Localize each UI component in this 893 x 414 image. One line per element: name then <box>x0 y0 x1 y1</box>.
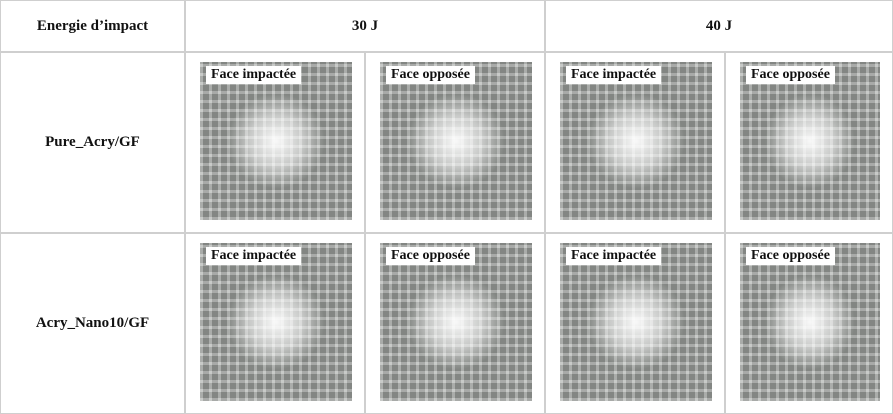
header-cell: 30 J <box>185 0 545 52</box>
header-cell: Energie d’impact <box>0 0 185 52</box>
image-cell: Face impactée <box>545 233 725 414</box>
photo-label: Face opposée <box>746 66 835 84</box>
photo-label: Face impactée <box>566 247 662 265</box>
photo-label: Face impactée <box>566 66 662 84</box>
photo-label: Face opposée <box>746 247 835 265</box>
photo: Face impactée <box>200 62 352 220</box>
photo: Face opposée <box>740 62 880 220</box>
photo: Face opposée <box>380 62 532 220</box>
photo: Face opposée <box>740 243 880 401</box>
image-cell: Face impactée <box>545 52 725 233</box>
image-cell: Face opposée <box>365 52 545 233</box>
image-cell: Face impactée <box>185 52 365 233</box>
header-cell: 40 J <box>545 0 893 52</box>
photo-label: Face impactée <box>206 247 302 265</box>
photo-label: Face opposée <box>386 247 475 265</box>
image-cell: Face opposée <box>365 233 545 414</box>
photo-label: Face opposée <box>386 66 475 84</box>
row-label: Pure_Acry/GF <box>0 52 185 233</box>
photo-label: Face impactée <box>206 66 302 84</box>
photo: Face opposée <box>380 243 532 401</box>
photo: Face impactée <box>200 243 352 401</box>
image-cell: Face impactée <box>185 233 365 414</box>
row-label: Acry_Nano10/GF <box>0 233 185 414</box>
photo: Face impactée <box>560 243 712 401</box>
image-cell: Face opposée <box>725 233 893 414</box>
image-cell: Face opposée <box>725 52 893 233</box>
photo: Face impactée <box>560 62 712 220</box>
